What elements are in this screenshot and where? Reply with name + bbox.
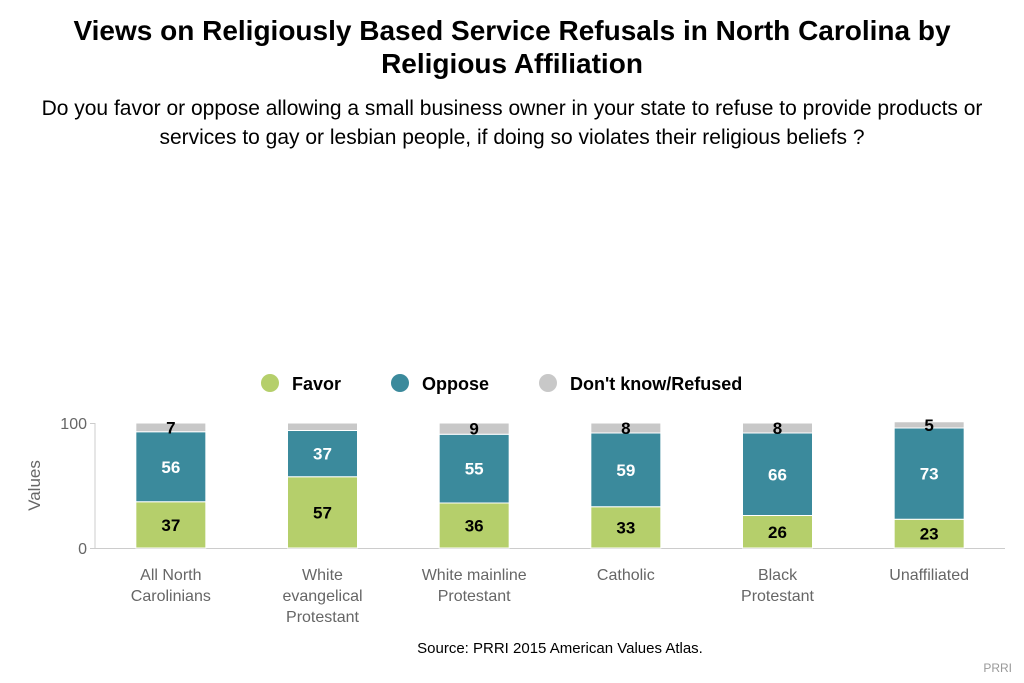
y-tick-label: 0	[78, 541, 87, 558]
data-label: 66	[768, 465, 787, 484]
bar-segment	[287, 430, 358, 478]
category-label: Black	[758, 567, 798, 584]
data-label: 73	[920, 465, 939, 484]
y-tick-label: 100	[60, 416, 87, 433]
data-label: 5	[924, 416, 933, 435]
chart-title: Views on Religiously Based Service Refus…	[73, 15, 951, 79]
bar-segment	[742, 422, 813, 434]
category-label: White mainline	[422, 567, 527, 584]
legend-label: Don't know/Refused	[570, 374, 742, 394]
bar-segment	[893, 518, 965, 549]
bar-segment	[287, 422, 358, 431]
data-label: 33	[616, 518, 635, 537]
bar-segment	[438, 433, 510, 504]
category-label: All North	[140, 567, 201, 584]
data-label: 37	[313, 445, 332, 464]
bar-segment	[135, 501, 207, 549]
data-label: 36	[465, 517, 484, 536]
category-label: Protestant	[438, 588, 511, 605]
data-label: 57	[313, 503, 332, 522]
bars	[135, 421, 965, 549]
bar-segment	[742, 432, 813, 516]
category-label: White	[302, 567, 343, 584]
data-label: 23	[920, 525, 939, 544]
data-label: 8	[773, 419, 782, 438]
legend-label: Favor	[292, 374, 341, 394]
legend-marker	[261, 374, 279, 392]
data-label: 37	[161, 516, 180, 535]
data-label: 55	[465, 460, 484, 479]
data-label: 26	[768, 523, 787, 542]
data-label: 8	[621, 419, 630, 438]
bar-segment	[438, 422, 510, 435]
legend-label: Oppose	[422, 374, 489, 394]
bar-segment	[135, 422, 207, 433]
bar-segment	[590, 432, 662, 508]
bar-segment	[893, 427, 965, 520]
chart-subtitle: Do you favor or oppose allowing a small …	[41, 97, 983, 149]
bar-segment	[742, 515, 813, 549]
bar-segment	[590, 506, 662, 549]
brand-mark: PRRI	[983, 661, 1012, 675]
bar-segment	[135, 431, 207, 503]
bar-segment	[590, 422, 662, 434]
y-axis-title: Values	[25, 460, 44, 511]
data-label: 9	[469, 420, 478, 439]
category-label: Catholic	[597, 567, 655, 584]
data-label: 56	[161, 458, 180, 477]
legend-marker	[539, 374, 557, 392]
category-label: Protestant	[741, 588, 814, 605]
category-labels: All North Carolinians White evangelical Prot…	[131, 567, 969, 626]
axes: 0 100 Values	[25, 416, 1005, 558]
value-labels: 37 56 7 57 37 36 55 9 33 59 8 26 66 8 23 73 5	[161, 416, 938, 544]
bar-segment	[438, 502, 510, 549]
data-label: 7	[166, 418, 175, 437]
data-label: 59	[616, 461, 635, 480]
category-label: Protestant	[286, 609, 359, 626]
bar-segment	[893, 421, 965, 429]
category-label: Unaffiliated	[889, 567, 969, 584]
category-label: evangelical	[282, 588, 362, 605]
legend: Favor Oppose Don't know/Refused	[261, 374, 742, 394]
bar-segment	[287, 476, 358, 549]
source-note: Source: PRRI 2015 American Values Atlas.	[417, 640, 703, 657]
category-label: Carolinians	[131, 588, 211, 605]
legend-marker	[391, 374, 409, 392]
